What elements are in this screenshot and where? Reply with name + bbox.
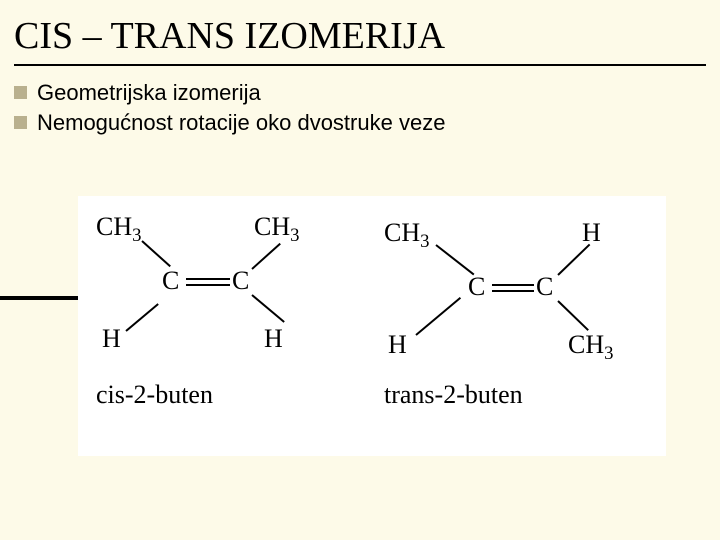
- bond-line: [415, 297, 461, 336]
- double-bond-line: [186, 278, 230, 280]
- atom-label: H: [582, 218, 601, 248]
- bullet-text: Geometrijska izomerija: [37, 80, 261, 106]
- bond-line: [557, 244, 590, 276]
- side-accent-rule: [0, 296, 84, 300]
- title-underline: [14, 64, 706, 66]
- page-title: CIS – TRANS IZOMERIJA: [0, 0, 720, 64]
- molecule-cis: cis-2-buten CH3CH3CCHH: [78, 196, 372, 456]
- bullet-square-icon: [14, 116, 27, 129]
- caption-trans: trans-2-buten: [384, 380, 523, 410]
- atom-label: H: [388, 330, 407, 360]
- list-item: Nemogućnost rotacije oko dvostruke veze: [14, 110, 720, 136]
- bond-line: [125, 303, 158, 332]
- atom-label: CH3: [384, 218, 429, 253]
- atom-label: C: [536, 272, 553, 302]
- atom-label: H: [264, 324, 283, 354]
- double-bond-line: [492, 284, 534, 286]
- atom-label: CH3: [568, 330, 613, 365]
- atom-label: H: [102, 324, 121, 354]
- bond-line: [557, 300, 589, 331]
- bond-line: [141, 240, 171, 267]
- atom-label: CH3: [96, 212, 141, 247]
- list-item: Geometrijska izomerija: [14, 80, 720, 106]
- bond-line: [251, 294, 284, 323]
- atom-label: C: [162, 266, 179, 296]
- caption-cis: cis-2-buten: [96, 380, 213, 410]
- bond-line: [435, 244, 474, 275]
- double-bond-line: [492, 290, 534, 292]
- atom-label: CH3: [254, 212, 299, 247]
- diagram-panel: cis-2-buten CH3CH3CCHH trans-2-buten CH3…: [78, 196, 666, 456]
- bullet-list: Geometrijska izomerija Nemogućnost rotac…: [0, 80, 720, 137]
- molecule-trans: trans-2-buten CH3HCCHCH3: [372, 196, 666, 456]
- atom-label: C: [232, 266, 249, 296]
- bullet-square-icon: [14, 86, 27, 99]
- bullet-text: Nemogućnost rotacije oko dvostruke veze: [37, 110, 445, 136]
- double-bond-line: [186, 284, 230, 286]
- atom-label: C: [468, 272, 485, 302]
